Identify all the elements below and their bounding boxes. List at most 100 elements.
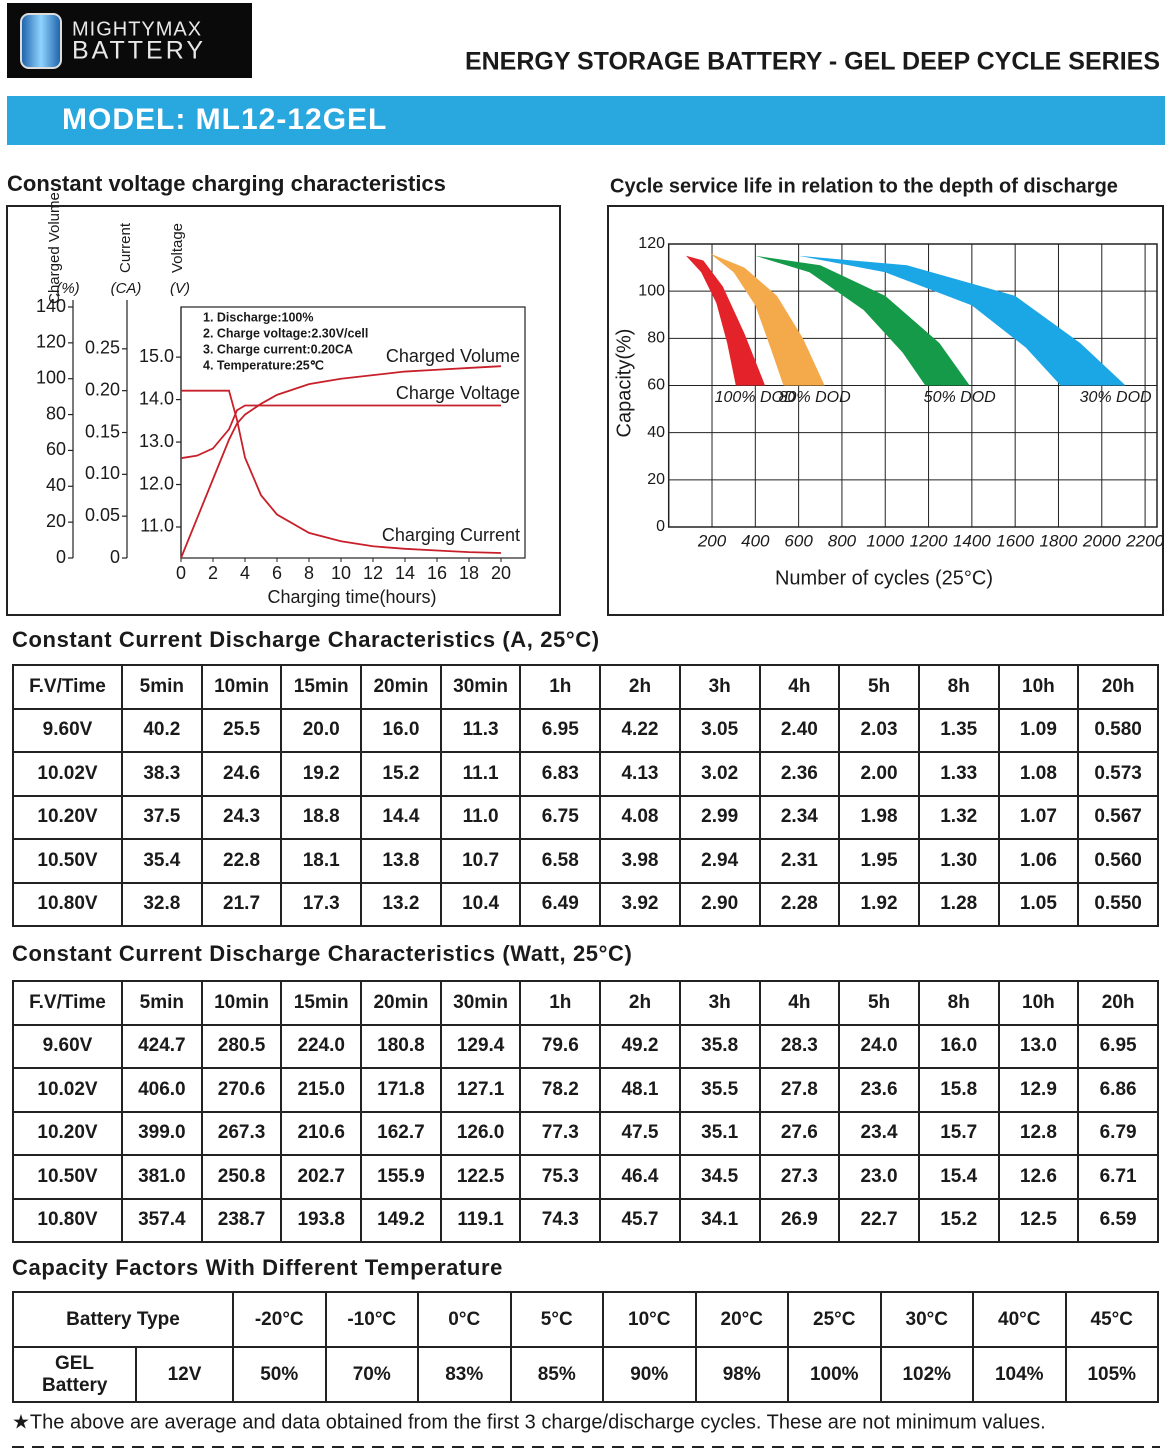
data-cell: 6.83 (519, 751, 602, 797)
y-axis-title: Current (117, 222, 134, 273)
data-cell: 24.3 (200, 794, 283, 840)
y-tick-label: 20 (46, 511, 66, 531)
y-tick-label: 0.25 (85, 338, 120, 358)
header-cell: 8h (917, 980, 1000, 1026)
data-cell: 20.0 (280, 707, 363, 753)
chart-title: Constant voltage charging characteristic… (7, 171, 446, 196)
header-cell: 20°C (694, 1291, 789, 1348)
band-label: 50% DOD (924, 389, 996, 406)
data-cell: 17.3 (280, 881, 363, 927)
data-cell: 149.2 (360, 1197, 442, 1243)
data-cell: 50% (232, 1346, 327, 1403)
data-cell: 224.0 (280, 1023, 363, 1069)
data-cell: 34.5 (678, 1154, 761, 1200)
data-cell: 1.95 (838, 838, 920, 884)
header-cell: 20min (360, 980, 442, 1026)
data-cell: 0.560 (1077, 838, 1159, 884)
x-tick-label: 1800 (1040, 531, 1078, 550)
data-cell: 0.573 (1077, 751, 1159, 797)
x-tick-label: 8 (304, 563, 314, 583)
header-cell: 3h (678, 980, 761, 1026)
data-cell: 4.08 (599, 794, 681, 840)
data-cell: 11.0 (439, 794, 522, 840)
table-title: Constant Current Discharge Characteristi… (12, 941, 632, 966)
y-tick-label: 80 (647, 330, 665, 347)
data-cell: 18.8 (280, 794, 363, 840)
data-row: 10.02V 406.0 270.6 215.0 171.8 127.1 78.2 48.1 3… (12, 1067, 1159, 1113)
dod-band (712, 255, 1126, 386)
data-cell: 12V (135, 1346, 234, 1403)
data-cell: 406.0 (121, 1067, 203, 1113)
data-cell: 11.3 (439, 707, 522, 753)
data-cell: 267.3 (200, 1110, 283, 1156)
x-tick-label: 10 (331, 563, 351, 583)
data-cell: 4.22 (599, 707, 681, 753)
data-cell: 126.0 (439, 1110, 522, 1156)
y-tick-label: 0 (56, 547, 66, 567)
y-tick-label: 60 (647, 377, 665, 394)
data-cell: 270.6 (200, 1067, 283, 1113)
y-tick-label: 12.0 (139, 473, 174, 493)
data-row: 10.20V 37.5 24.3 18.8 14.4 11.0 6.75 4.08 2.99 2.… (12, 794, 1159, 840)
data-cell: 1.98 (838, 794, 920, 840)
data-cell: 1.08 (997, 751, 1080, 797)
data-cell: 280.5 (200, 1023, 283, 1069)
data-cell: 10.20V (12, 794, 123, 840)
data-cell: 79.6 (519, 1023, 602, 1069)
data-cell: 250.8 (200, 1154, 283, 1200)
header-cell: Battery Type (12, 1291, 234, 1348)
data-cell: 35.1 (678, 1110, 761, 1156)
data-cell: 13.8 (360, 838, 442, 884)
header-cell: 45°C (1064, 1291, 1159, 1348)
data-cell: 3.98 (599, 838, 681, 884)
data-cell: GEL Battery (12, 1346, 137, 1403)
data-cell: 1.32 (917, 794, 1000, 840)
data-cell: 1.06 (997, 838, 1080, 884)
y-tick-label: 0.15 (85, 421, 120, 441)
data-cell: 127.1 (439, 1067, 522, 1113)
band-label: 80% DOD (779, 389, 851, 406)
data-cell: 48.1 (599, 1067, 681, 1113)
data-cell: 6.71 (1077, 1154, 1159, 1200)
logo-bottom: BATTERY (72, 37, 206, 65)
header-cell: 10min (200, 980, 283, 1026)
data-cell: 15.4 (917, 1154, 1000, 1200)
y-tick-label: 0.10 (85, 463, 120, 483)
header-row: F.V/Time 5min 10min 15min 20min 30min 1h 2h 3h 4h… (12, 664, 1159, 710)
data-cell: 12.6 (997, 1154, 1080, 1200)
data-cell: 424.7 (121, 1023, 203, 1069)
series-label: Charging Current (382, 525, 520, 545)
data-cell: 2.31 (758, 838, 841, 884)
y-tick-label: 0.20 (85, 379, 120, 399)
header-title: ENERGY STORAGE BATTERY - GEL DEEP CYCLE … (465, 48, 1160, 76)
y-axis-unit: (%) (56, 280, 79, 297)
data-cell: 98% (694, 1346, 789, 1403)
model-title: MODEL: ML12-12GEL (62, 103, 387, 136)
x-tick-label: 16 (427, 563, 447, 583)
y-axis-unit: (CA) (111, 280, 142, 297)
data-cell: 27.3 (758, 1154, 841, 1200)
header-cell: 5°C (509, 1291, 604, 1348)
header-cell: 15min (280, 980, 363, 1026)
x-tick-label: 14 (395, 563, 415, 583)
data-cell: 6.49 (519, 881, 602, 927)
series-line (180, 365, 502, 559)
plot-frame (667, 243, 1158, 528)
chart-frame (607, 205, 1164, 616)
y-tick-label: 11.0 (140, 516, 174, 536)
y-axis-title: Voltage (169, 223, 186, 273)
x-tick-label: 1600 (996, 531, 1034, 550)
data-cell: 2.40 (758, 707, 841, 753)
data-cell: 1.35 (917, 707, 1000, 753)
data-cell: 10.50V (12, 1154, 123, 1200)
data-cell: 18.1 (280, 838, 363, 884)
data-cell: 1.92 (838, 881, 920, 927)
header-cell: 1h (519, 664, 602, 710)
data-row: 10.50V 35.4 22.8 18.1 13.8 10.7 6.58 3.98 2.94 2.… (12, 838, 1159, 884)
header-cell: 2h (599, 664, 681, 710)
y-tick-label: 0.05 (85, 505, 120, 525)
data-cell: 3.05 (678, 707, 761, 753)
model-bar (7, 96, 1165, 145)
x-tick-label: 200 (697, 531, 727, 550)
